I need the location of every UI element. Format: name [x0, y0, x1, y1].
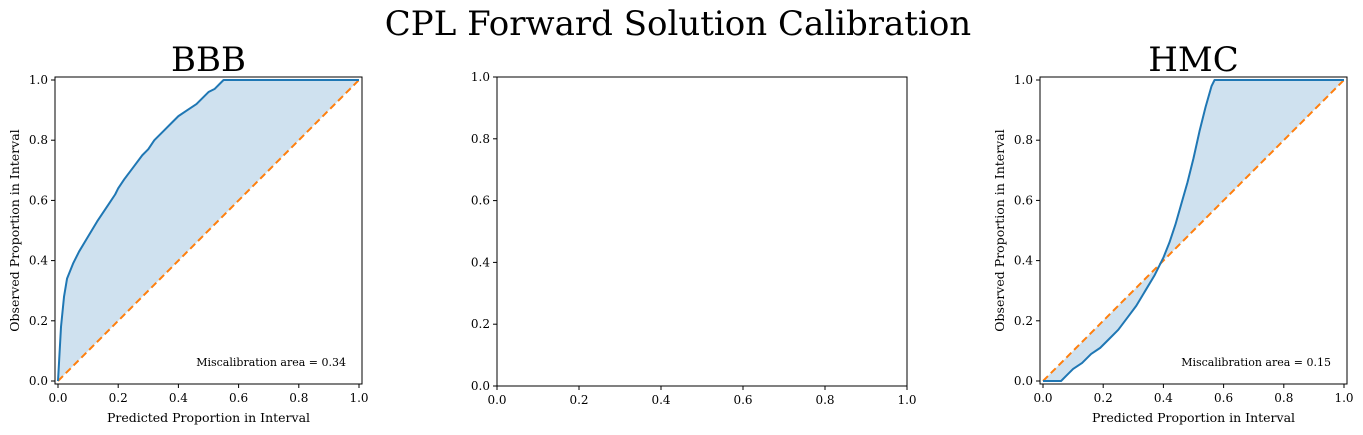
y-axis-label: Observed Proportion in Interval	[992, 129, 1007, 331]
miscalibration-annotation: Miscalibration area = 0.34	[196, 356, 346, 369]
y-tick-label: 0.8	[1014, 133, 1033, 147]
x-tick-label: 0.0	[487, 393, 506, 407]
x-tick-label: 0.0	[1033, 391, 1052, 405]
y-axis-label: Observed Proportion in Interval	[7, 129, 22, 331]
figure-suptitle: CPL Forward Solution Calibration	[385, 4, 971, 44]
y-tick-label: 0.0	[471, 379, 490, 393]
x-tick-label: 0.0	[48, 391, 67, 405]
panel-empty: 0.0 0.2 0.4 0.6 0.8 1.0 0.0 0.2 0.4 0.6 0.8 1.0	[471, 70, 917, 407]
panel-title: HMC	[1148, 40, 1238, 80]
y-tick-label: 0.2	[1014, 314, 1033, 328]
ideal-calibration-line	[1042, 79, 1345, 382]
x-tick-label: 0.2	[109, 391, 128, 405]
axes-frame	[1039, 76, 1348, 385]
y-tick-label: 0.4	[471, 255, 490, 269]
x-tick-label: 0.6	[1214, 391, 1233, 405]
x-tick-label: 0.2	[1094, 391, 1113, 405]
panel-hmc: 0.0 0.2 0.4 0.6 0.8 1.0 0.0 0.2 0.4 0.6 0.8 1.0 HMC P…	[992, 40, 1354, 425]
x-tick-label: 1.0	[897, 393, 916, 407]
x-tick-label: 1.0	[1334, 391, 1353, 405]
y-tick-label: 0.6	[1014, 193, 1033, 207]
y-tick-label: 0.4	[1014, 254, 1033, 268]
calibration-curve	[57, 79, 359, 382]
x-tick-label: 1.0	[349, 391, 368, 405]
miscalibration-annotation: Miscalibration area = 0.15	[1181, 356, 1331, 369]
x-tick-label: 0.6	[733, 393, 752, 407]
panel-bbb: 0.0 0.2 0.4 0.6 0.8 1.0 0.0 0.2 0.4 0.6 0.8 1.0 BBB P…	[7, 40, 369, 425]
x-tick-label: 0.6	[229, 391, 248, 405]
y-tick-label: 0.8	[471, 132, 490, 146]
y-tick-label: 0.4	[29, 254, 48, 268]
y-tick-label: 1.0	[1014, 73, 1033, 87]
y-tick-label: 0.0	[29, 374, 48, 388]
y-tick-label: 1.0	[29, 73, 48, 87]
x-tick-label: 0.4	[169, 391, 188, 405]
y-tick-label: 0.0	[1014, 374, 1033, 388]
ideal-calibration-line	[57, 79, 360, 382]
axes-frame	[496, 76, 908, 387]
y-tick-label: 0.6	[29, 193, 48, 207]
x-tick-label: 0.4	[1154, 391, 1173, 405]
axes-frame	[54, 76, 363, 385]
calibration-curve	[1043, 79, 1344, 382]
x-tick-label: 0.8	[289, 391, 308, 405]
x-tick-label: 0.2	[569, 393, 588, 407]
y-tick-label: 0.2	[29, 314, 48, 328]
y-tick-label: 1.0	[471, 70, 490, 84]
y-tick-label: 0.8	[29, 133, 48, 147]
x-tick-label: 0.8	[815, 393, 834, 407]
y-tick-label: 0.6	[471, 194, 490, 208]
panel-title: BBB	[171, 40, 246, 80]
x-axis-label: Predicted Proportion in Interval	[107, 410, 310, 425]
x-tick-label: 0.4	[651, 393, 670, 407]
x-tick-label: 0.8	[1274, 391, 1293, 405]
y-tick-label: 0.2	[471, 317, 490, 331]
x-axis-label: Predicted Proportion in Interval	[1092, 410, 1295, 425]
